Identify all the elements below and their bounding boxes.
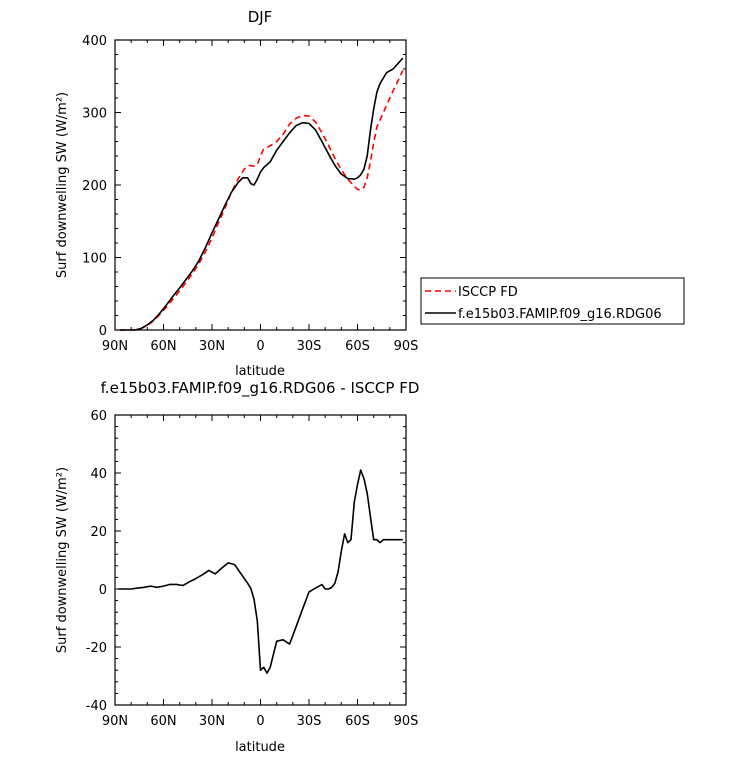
model-series-line xyxy=(119,57,404,331)
top-y-axis-label: Surf downwelling SW (W/m²) xyxy=(55,92,70,278)
top-plot-frame xyxy=(114,39,407,331)
bottom-y-axis-label: Surf downwelling SW (W/m²) xyxy=(55,467,70,653)
top-y-ticks: 0 100 200 300 400 xyxy=(82,34,406,339)
x-tick-label: 60S xyxy=(345,339,370,354)
y-tick-label: 40 xyxy=(90,467,107,482)
y-tick-label: 300 xyxy=(82,107,107,122)
legend-box xyxy=(420,277,685,325)
bottom-y-ticks: -40 -20 0 20 40 60 xyxy=(86,409,406,714)
top-title: DJF xyxy=(248,8,273,26)
bottom-x-axis-label: latitude xyxy=(235,740,285,755)
x-tick-label: 90N xyxy=(102,714,128,729)
y-tick-label: 0 xyxy=(99,583,107,598)
y-tick-label: 60 xyxy=(90,409,107,424)
x-tick-label: 0 xyxy=(256,339,264,354)
y-tick-label: 0 xyxy=(99,324,107,339)
x-tick-label: 0 xyxy=(256,714,264,729)
y-tick-label: 100 xyxy=(82,252,107,267)
isccp-series-line xyxy=(119,70,404,331)
x-tick-label: 30S xyxy=(297,714,322,729)
y-tick-label: 20 xyxy=(90,525,107,540)
top-x-ticks: 90N 60N 30N 0 30S 60S 90S xyxy=(102,40,419,354)
x-tick-label: 90S xyxy=(394,339,419,354)
y-tick-label: -40 xyxy=(86,699,107,714)
x-tick-label: 90N xyxy=(102,339,128,354)
x-tick-label: 30N xyxy=(199,714,225,729)
y-tick-label: 400 xyxy=(82,34,107,49)
top-panel: DJF 0 100 200 300 400 90N 60N 30N 0 30S 60S 90S la… xyxy=(55,8,418,379)
top-series xyxy=(119,57,404,331)
bottom-panel: f.e15b03.FAMIP.f09_g16.RDG06 - ISCCP FD … xyxy=(55,379,419,755)
model-series-line xyxy=(118,469,403,674)
x-tick-label: 30S xyxy=(297,339,322,354)
bottom-x-ticks: 90N 60N 30N 0 30S 60S 90S xyxy=(102,415,419,729)
legend: ISCCP FD f.e15b03.FAMIP.f09_g16.RDG06 xyxy=(420,277,685,325)
legend-label-isccp: ISCCP FD xyxy=(458,285,518,300)
legend-label-model: f.e15b03.FAMIP.f09_g16.RDG06 xyxy=(458,307,662,322)
bottom-series xyxy=(118,469,403,674)
y-tick-label: -20 xyxy=(86,641,107,656)
top-x-axis-label: latitude xyxy=(235,364,285,379)
x-tick-label: 60S xyxy=(345,714,370,729)
x-tick-label: 30N xyxy=(199,339,225,354)
x-tick-label: 90S xyxy=(394,714,419,729)
y-tick-label: 200 xyxy=(82,179,107,194)
x-tick-label: 60N xyxy=(150,339,176,354)
x-tick-label: 60N xyxy=(150,714,176,729)
bottom-title: f.e15b03.FAMIP.f09_g16.RDG06 - ISCCP FD xyxy=(101,379,420,398)
